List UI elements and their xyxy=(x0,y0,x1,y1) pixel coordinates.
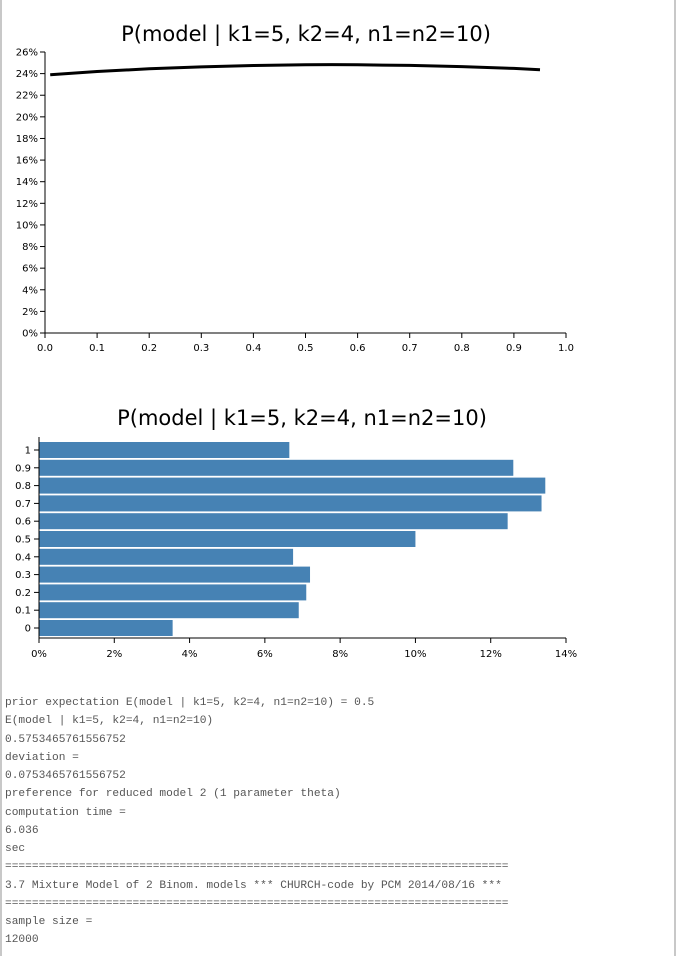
x-tick-label: 8% xyxy=(332,649,348,660)
bar xyxy=(39,442,290,458)
y-tick-label: 12% xyxy=(16,199,38,210)
bar xyxy=(39,513,508,530)
y-tick-label: 0 xyxy=(25,624,31,635)
line-chart-title: P(model | k1=5, k2=4, n1=n2=10) xyxy=(121,22,491,47)
x-tick-label: 0% xyxy=(31,649,47,660)
output-line: ========================================… xyxy=(5,897,509,910)
bar xyxy=(39,495,542,512)
y-tick-label: 24% xyxy=(16,69,38,80)
y-tick-label: 0.5 xyxy=(15,535,31,546)
x-tick-label: 10% xyxy=(404,649,426,660)
bar xyxy=(39,459,514,476)
line-chart-y-axis: 0% 2% 4% 6% 8% 10% 12% 14% 16% 18% 20% 22% 24% 26% xyxy=(16,48,46,340)
output-line: computation time = xyxy=(5,806,126,819)
y-tick-label: 16% xyxy=(16,156,38,167)
y-tick-label: 22% xyxy=(16,91,38,102)
right-frame-border xyxy=(674,0,676,956)
x-tick-label: 14% xyxy=(555,649,577,660)
y-tick-label: 18% xyxy=(16,134,38,145)
x-tick-label: 12% xyxy=(480,649,502,660)
output-line: E(model | k1=5, k2=4, n1=n2=10) xyxy=(5,715,214,728)
x-tick-label: 0.3 xyxy=(193,343,209,354)
bar xyxy=(39,477,546,494)
x-tick-label: 0.9 xyxy=(506,343,522,354)
output-line: 3.7 Mixture Model of 2 Binom. models ***… xyxy=(5,879,502,892)
x-tick-label: 0.2 xyxy=(141,343,157,354)
y-tick-label: 14% xyxy=(16,177,38,188)
left-frame-border xyxy=(0,0,2,956)
bar xyxy=(39,531,416,547)
output-line: 0.0753465761556752 xyxy=(5,770,126,782)
x-tick-label: 0.8 xyxy=(454,343,470,354)
x-tick-label: 0.4 xyxy=(245,343,261,354)
y-tick-label: 0.9 xyxy=(15,463,31,474)
x-tick-label: 0.6 xyxy=(350,343,366,354)
y-tick-label: 0.7 xyxy=(15,499,31,510)
y-tick-label: 1 xyxy=(25,446,31,457)
line-series xyxy=(50,63,541,77)
x-tick-label: 0.0 xyxy=(37,343,53,354)
y-tick-label: 10% xyxy=(16,220,38,231)
y-tick-label: 8% xyxy=(22,242,38,253)
x-tick-label: 0.1 xyxy=(89,343,105,354)
y-tick-label: 0.6 xyxy=(15,517,31,528)
bar xyxy=(39,584,307,601)
y-tick-label: 4% xyxy=(22,285,38,296)
output-line: preference for reduced model 2 (1 parame… xyxy=(5,788,341,801)
y-tick-label: 0.8 xyxy=(15,481,31,492)
x-tick-label: 0.7 xyxy=(402,343,418,354)
console-output: prior expectation E(model | k1=5, k2=4, … xyxy=(5,694,665,950)
output-line: 12000 xyxy=(5,934,39,947)
output-line: 0.5753465761556752 xyxy=(5,733,126,746)
line-chart: P(model | k1=5, k2=4, n1=n2=10) 0% 2% 4% 6%… xyxy=(16,22,574,354)
x-tick-label: 4% xyxy=(182,649,198,660)
output-line: 6.036 xyxy=(5,824,39,837)
x-tick-label: 6% xyxy=(257,649,273,660)
y-tick-label: 26% xyxy=(16,48,38,59)
output-line: prior expectation E(model | k1=5, k2=4, … xyxy=(5,697,375,709)
x-tick-label: 2% xyxy=(106,649,122,660)
bar-chart-x-axis: 0% 2% 4% 6% 8% 10% 12% 14% xyxy=(31,637,577,660)
x-tick-label: 0.5 xyxy=(298,343,314,354)
y-tick-label: 2% xyxy=(22,307,38,318)
output-line: ========================================… xyxy=(5,861,509,874)
y-tick-label: 0.4 xyxy=(15,552,31,563)
x-tick-label: 1.0 xyxy=(558,343,574,354)
bar xyxy=(39,548,294,565)
bar xyxy=(39,620,173,636)
y-tick-label: 0.1 xyxy=(15,606,31,617)
output-line: deviation = xyxy=(5,751,79,764)
bar-chart-title: P(model | k1=5, k2=4, n1=n2=10) xyxy=(117,406,487,431)
bar-series xyxy=(39,442,546,636)
y-tick-label: 6% xyxy=(22,264,38,275)
y-tick-label: 20% xyxy=(16,112,38,123)
bar xyxy=(39,566,311,583)
bar-chart: P(model | k1=5, k2=4, n1=n2=10) 00.10.20… xyxy=(15,406,577,660)
y-tick-label: 0.2 xyxy=(15,588,31,599)
line-chart-x-axis: 0.0 0.1 0.2 0.3 0.4 0.5 0.6 0.7 0.8 0.9 1.0 xyxy=(37,332,574,354)
output-line: sample size = xyxy=(5,916,93,928)
output-line: sec xyxy=(5,843,26,855)
bar xyxy=(39,602,299,619)
bar-chart-y-axis: 0 0.1 0.2 0.3 0.4 0.5 0.6 0.7 0.8 0.9 1 xyxy=(15,437,40,638)
y-tick-label: 0.3 xyxy=(15,570,31,581)
y-tick-label: 0% xyxy=(22,329,38,340)
